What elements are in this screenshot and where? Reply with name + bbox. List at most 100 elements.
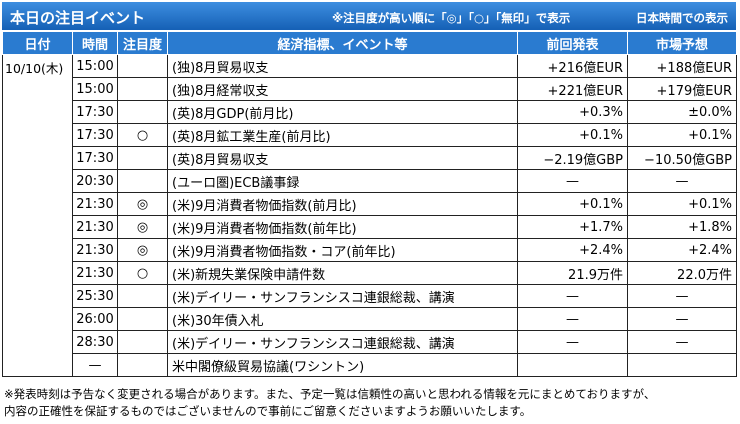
note: ※注目度が高い順に「◎」「○」「無印」で表示 — [332, 11, 571, 25]
row: 17:30 (英)8月GDP(前月比) +0.3% ±0.0% — [3, 100, 737, 124]
previous-cell: — — [517, 284, 628, 308]
row: 20:30 (ユーロ圏)ECB議事録 — — — [3, 169, 737, 193]
attention-cell — [117, 54, 168, 78]
attention-cell — [117, 100, 168, 124]
forecast-cell: — — [627, 330, 737, 354]
event-cell: (英)8月GDP(前月比) — [167, 100, 518, 124]
forecast-cell: −10.50億GBP — [627, 146, 737, 170]
forecast-cell: — — [627, 307, 737, 331]
row: 26:00 (米)30年債入札 — — — [3, 307, 737, 331]
date-cell: 10/10(木) — [2, 54, 73, 377]
previous-cell: +2.4% — [517, 238, 628, 262]
previous-cell: 21.9万件 — [517, 261, 628, 285]
previous-cell — [517, 353, 628, 377]
column-header: 経済指標、イベント等 — [167, 31, 518, 55]
attention-cell — [117, 307, 168, 331]
time-cell: 17:30 — [72, 146, 118, 170]
time-cell: 17:30 — [72, 123, 118, 147]
footer-note: ※発表時刻は予告なく変更される場合があります。また、予定一覧は信頼性の高いと思わ… — [4, 387, 656, 401]
previous-cell: +0.3% — [517, 100, 628, 124]
event-cell: (米)デイリー・サンフランシスコ連銀総裁、講演 — [167, 284, 518, 308]
row: 17:30 (英)8月貿易収支 −2.19億GBP −10.50億GBP — [3, 146, 737, 170]
title: 本日の注目イベント — [10, 9, 146, 27]
time-cell: 15:00 — [72, 77, 118, 101]
attention-cell — [117, 284, 168, 308]
time-cell: 17:30 — [72, 100, 118, 124]
row: 25:30 (米)デイリー・サンフランシスコ連銀総裁、講演 — — — [3, 284, 737, 308]
row: 21:30 ◎ (米)9月消費者物価指数(前月比) +0.1% +0.1% — [3, 192, 737, 216]
forecast-cell: +0.1% — [627, 192, 737, 216]
time-cell: — — [72, 353, 118, 377]
event-cell: (米)9月消費者物価指数・コア(前年比) — [167, 238, 518, 262]
header-bar: 本日の注目イベント ※注目度が高い順に「◎」「○」「無印」で表示 日本時間での表… — [2, 2, 736, 30]
column-header: 市場予想 — [627, 31, 737, 55]
previous-cell: +216億EUR — [517, 54, 628, 78]
row: 21:30 ◎ (米)9月消費者物価指数(前年比) +1.7% +1.8% — [3, 215, 737, 239]
time-cell: 21:30 — [72, 261, 118, 285]
row: — 米中閣僚級貿易協議(ワシントン) — [3, 353, 737, 377]
events-table: 日付 時間 注目度 経済指標、イベント等 前回発表 市場予想 10/10(木) 15:00 (… — [2, 31, 737, 377]
time-cell: 25:30 — [72, 284, 118, 308]
event-cell: (英)8月貿易収支 — [167, 146, 518, 170]
time-cell: 20:30 — [72, 169, 118, 193]
column-header: 時間 — [72, 31, 118, 55]
row: 28:30 (米)デイリー・サンフランシスコ連銀総裁、講演 — — — [3, 330, 737, 354]
row: 10/10(木) 15:00 (独)8月貿易収支 +216億EUR +188億EUR — [2, 54, 737, 377]
row: 21:30 ◎ (米)9月消費者物価指数・コア(前年比) +2.4% +2.4% — [3, 238, 737, 262]
forecast-cell: +1.8% — [627, 215, 737, 239]
attention-cell — [117, 353, 168, 377]
row: 17:30 ○ (英)8月鉱工業生産(前月比) +0.1% +0.1% — [3, 123, 737, 147]
attention-cell: ○ — [117, 261, 168, 285]
attention-cell — [117, 330, 168, 354]
event-cell: (米)新規失業保険申請件数 — [167, 261, 518, 285]
forecast-cell: +0.1% — [627, 123, 737, 147]
previous-cell: +1.7% — [517, 215, 628, 239]
time-cell: 15:00 — [72, 54, 118, 78]
event-cell: (ユーロ圏)ECB議事録 — [167, 169, 518, 193]
time-cell: 21:30 — [72, 215, 118, 239]
event-cell: (米)9月消費者物価指数(前月比) — [167, 192, 518, 216]
attention-cell — [117, 169, 168, 193]
event-cell: 米中閣僚級貿易協議(ワシントン) — [167, 353, 518, 377]
attention-cell — [117, 77, 168, 101]
forecast-cell: +179億EUR — [627, 77, 737, 101]
event-cell: (独)8月経常収支 — [167, 77, 518, 101]
event-cell: (独)8月貿易収支 — [167, 54, 518, 78]
attention-cell — [117, 146, 168, 170]
time-cell: 21:30 — [72, 192, 118, 216]
event-cell: (米)デイリー・サンフランシスコ連銀総裁、講演 — [167, 330, 518, 354]
previous-cell: — — [517, 169, 628, 193]
forecast-cell — [627, 353, 737, 377]
forecast-cell: +2.4% — [627, 238, 737, 262]
previous-cell: — — [517, 307, 628, 331]
attention-cell: ◎ — [117, 192, 168, 216]
forecast-cell: ±0.0% — [627, 100, 737, 124]
event-cell: (米)9月消費者物価指数(前年比) — [167, 215, 518, 239]
previous-cell: −2.19億GBP — [517, 146, 628, 170]
forecast-cell: +188億EUR — [627, 54, 737, 78]
time-cell: 21:30 — [72, 238, 118, 262]
attention-cell: ○ — [117, 123, 168, 147]
time-cell: 26:00 — [72, 307, 118, 331]
previous-cell: +0.1% — [517, 192, 628, 216]
row: 21:30 ○ (米)新規失業保険申請件数 21.9万件 22.0万件 — [3, 261, 737, 285]
forecast-cell: — — [627, 169, 737, 193]
previous-cell: +221億EUR — [517, 77, 628, 101]
timezone: 日本時間での表示 — [636, 11, 728, 25]
footer: ※発表時刻は予告なく変更される場合があります。また、予定一覧は信頼性の高いと思わ… — [4, 386, 655, 420]
attention-cell: ◎ — [117, 238, 168, 262]
forecast-cell: — — [627, 284, 737, 308]
column-header: 前回発表 — [517, 31, 628, 55]
column-header: 日付 — [2, 31, 73, 55]
previous-cell: — — [517, 330, 628, 354]
event-cell: (英)8月鉱工業生産(前月比) — [167, 123, 518, 147]
column-header: 注目度 — [117, 31, 168, 55]
header-row: 日付 時間 注目度 経済指標、イベント等 前回発表 市場予想 — [2, 31, 737, 55]
footer-note: 内容の正確性を保証するものではございませんので事前にご留意くださいますようお願い… — [4, 404, 532, 418]
row: 15:00 (独)8月経常収支 +221億EUR +179億EUR — [3, 77, 737, 101]
time-cell: 28:30 — [72, 330, 118, 354]
previous-cell: +0.1% — [517, 123, 628, 147]
event-cell: (米)30年債入札 — [167, 307, 518, 331]
forecast-cell: 22.0万件 — [627, 261, 737, 285]
